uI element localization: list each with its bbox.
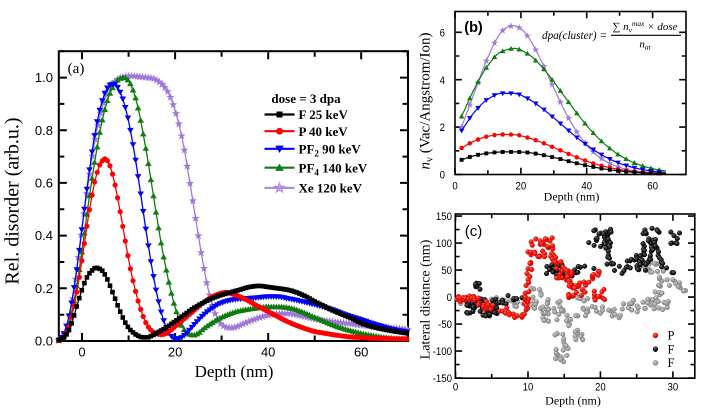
svg-text:150: 150 xyxy=(436,210,452,223)
svg-text:dose = 3 dpa: dose = 3 dpa xyxy=(271,91,341,106)
svg-text:-100: -100 xyxy=(433,345,452,358)
svg-text:PF4 140 keV: PF4 140 keV xyxy=(299,160,368,177)
svg-text:50: 50 xyxy=(441,264,452,277)
svg-text:0: 0 xyxy=(453,381,458,394)
svg-text:∑ nvmax × dose: ∑ nvmax × dose xyxy=(612,19,677,35)
svg-text:dpa(cluster) =: dpa(cluster) = xyxy=(542,30,607,42)
svg-text:60: 60 xyxy=(354,345,368,360)
svg-text:P: P xyxy=(668,329,675,343)
svg-text:0.6: 0.6 xyxy=(35,176,53,191)
svg-text:-150: -150 xyxy=(433,372,452,385)
svg-text:0: 0 xyxy=(78,345,85,360)
svg-text:Depth (nm): Depth (nm) xyxy=(544,190,600,204)
svg-text:F: F xyxy=(668,342,675,356)
svg-text:nv (Vac/Angstrom/Ion): nv (Vac/Angstrom/Ion) xyxy=(418,32,436,169)
svg-text:Rel. disorder (arb.u.): Rel. disorder (arb.u.) xyxy=(2,117,24,284)
svg-text:0.2: 0.2 xyxy=(35,281,53,296)
svg-text:20: 20 xyxy=(595,381,606,394)
svg-text:F 25 keV: F 25 keV xyxy=(299,107,349,122)
svg-text:40: 40 xyxy=(581,180,592,193)
svg-text:F: F xyxy=(668,356,675,370)
svg-text:20: 20 xyxy=(168,345,182,360)
svg-text:20: 20 xyxy=(516,180,527,193)
svg-text:0.8: 0.8 xyxy=(35,123,53,138)
svg-text:2: 2 xyxy=(440,121,445,134)
svg-text:(c): (c) xyxy=(465,223,483,240)
svg-text:-50: -50 xyxy=(438,318,452,331)
svg-text:nat: nat xyxy=(639,39,651,52)
svg-text:4: 4 xyxy=(440,74,445,87)
svg-text:0: 0 xyxy=(447,291,452,304)
svg-text:Depth (nm): Depth (nm) xyxy=(195,362,274,381)
svg-text:10: 10 xyxy=(523,381,534,394)
svg-text:Depth (nm): Depth (nm) xyxy=(545,394,601,408)
svg-text:100: 100 xyxy=(436,237,452,250)
svg-text:PF2 90 keV: PF2 90 keV xyxy=(299,141,362,158)
svg-text:0.0: 0.0 xyxy=(35,334,53,349)
svg-text:Lateral distance (nm): Lateral distance (nm) xyxy=(419,239,434,359)
svg-text:60: 60 xyxy=(647,180,658,193)
svg-text:6: 6 xyxy=(440,27,445,40)
svg-text:0.4: 0.4 xyxy=(35,228,53,243)
svg-text:30: 30 xyxy=(668,381,679,394)
svg-text:40: 40 xyxy=(261,345,275,360)
svg-text:P 40 keV: P 40 keV xyxy=(299,124,349,139)
svg-text:(b): (b) xyxy=(464,20,483,36)
svg-text:Xe 120 keV: Xe 120 keV xyxy=(299,181,363,196)
svg-text:0: 0 xyxy=(452,180,457,193)
svg-text:1.0: 1.0 xyxy=(35,70,53,85)
svg-text:0: 0 xyxy=(440,169,445,182)
svg-text:(a): (a) xyxy=(68,61,85,77)
